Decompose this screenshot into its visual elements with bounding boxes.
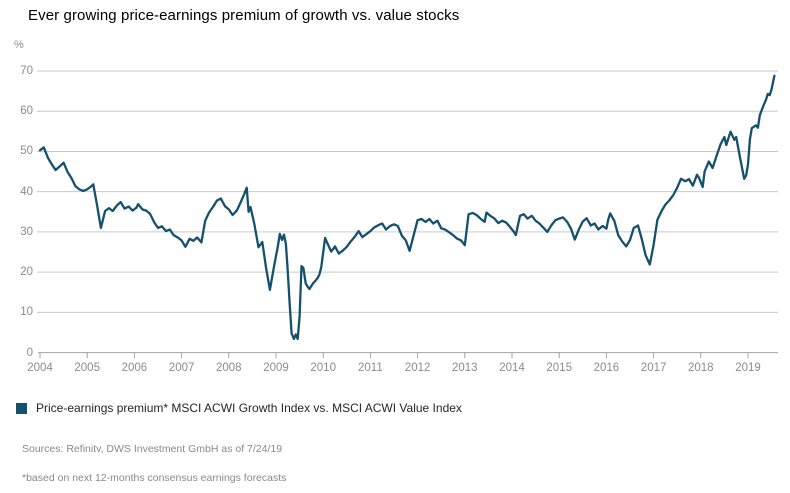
y-axis-label: 70	[20, 65, 33, 77]
y-axis-label: 20	[20, 266, 33, 279]
legend-swatch-icon	[16, 402, 27, 414]
x-axis-label: 2017	[640, 362, 667, 374]
x-axis-label: 2010	[310, 362, 336, 374]
y-axis-unit-label: %	[14, 39, 24, 51]
y-axis-label: 60	[20, 105, 33, 118]
x-axis-label: 2011	[358, 362, 383, 374]
y-axis-label: 0	[26, 346, 33, 359]
x-axis-label: 2009	[263, 362, 289, 374]
x-axis-label: 2018	[688, 362, 714, 374]
x-axis-label: 2012	[404, 362, 431, 374]
footnote-line: *based on next 12-months consensus earni…	[22, 472, 287, 484]
chart-title: Ever growing price-earnings premium of g…	[28, 7, 460, 24]
x-axis-label: 2016	[593, 362, 620, 374]
x-axis-label: 2015	[546, 362, 572, 374]
x-axis-label: 2014	[499, 362, 525, 374]
x-axis-label: 2005	[74, 362, 100, 374]
x-axis-label: 2006	[121, 362, 148, 374]
x-axis-label: 2013	[452, 362, 478, 374]
x-axis-label: 2008	[216, 362, 242, 374]
x-axis-label: 2004	[27, 362, 53, 374]
y-axis-label: 40	[20, 185, 33, 198]
legend: Price-earnings premium* MSCI ACWI Growth…	[16, 401, 462, 415]
sources-line: Sources: Refinitv, DWS Investment GmbH a…	[22, 443, 283, 455]
y-axis-label: 30	[20, 225, 33, 238]
x-axis-label: 2007	[168, 362, 195, 374]
x-axis-label: 2019	[735, 362, 761, 374]
legend-label: Price-earnings premium* MSCI ACWI Growth…	[36, 401, 462, 415]
y-axis-label: 10	[20, 306, 33, 319]
premium-series-line	[38, 74, 776, 341]
y-axis-label: 50	[20, 145, 33, 158]
